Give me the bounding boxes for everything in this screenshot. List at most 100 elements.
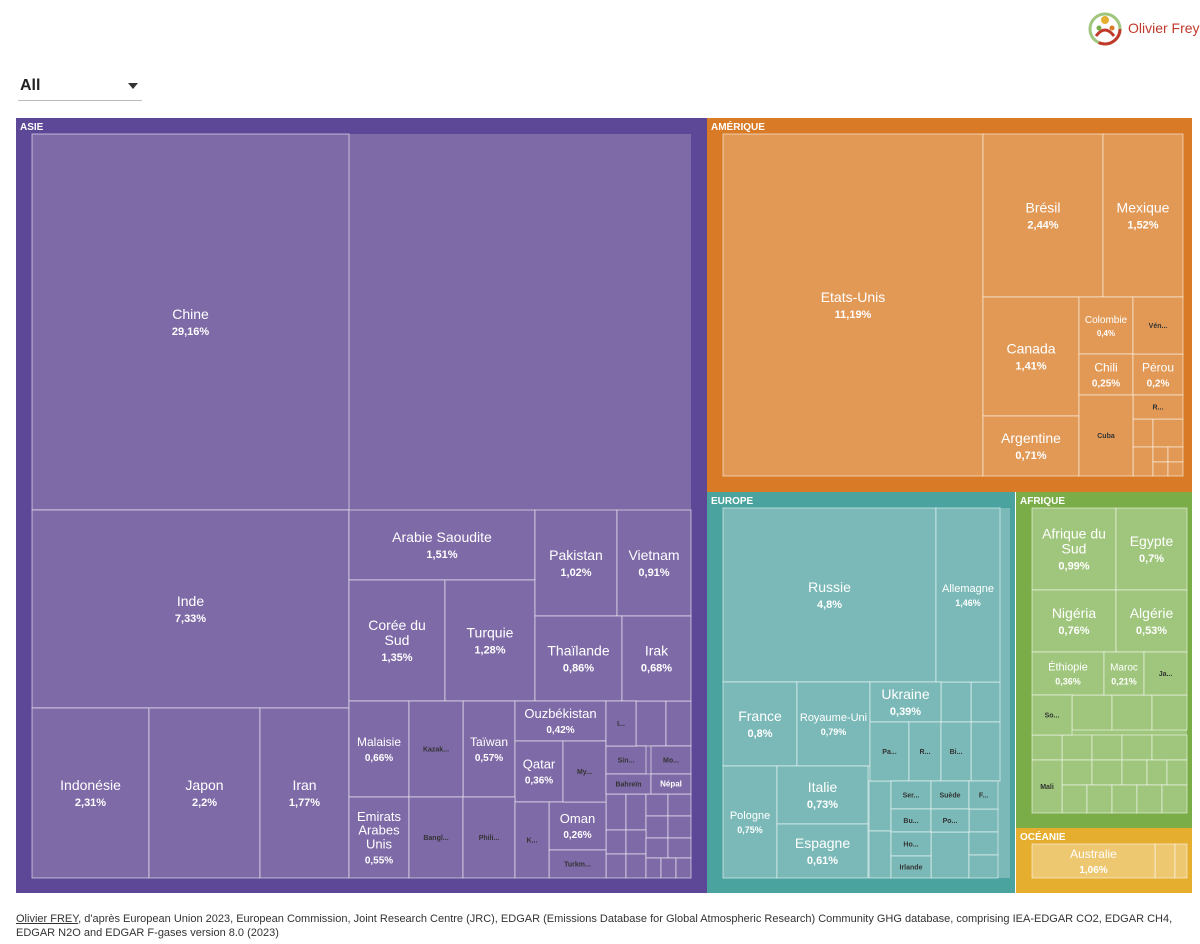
tile-mexique[interactable]: Mexique 1,52%: [1102, 133, 1184, 298]
tile-turkm[interactable]: Turkm...: [548, 849, 607, 879]
tile-arabie-saoudite[interactable]: Arabie Saoudite 1,51%: [348, 509, 536, 581]
small-country-tile[interactable]: [940, 681, 972, 723]
small-country-tile[interactable]: [868, 830, 892, 879]
small-country-tile[interactable]: [1132, 446, 1154, 477]
tile-my[interactable]: My...: [562, 740, 607, 803]
small-country-tile[interactable]: [1071, 694, 1113, 731]
tile-pologne[interactable]: Pologne 0,75%: [722, 765, 778, 879]
tile-inde[interactable]: Inde 7,33%: [31, 509, 350, 709]
small-country-tile[interactable]: [635, 700, 667, 747]
tile-maroc[interactable]: Maroc 0,21%: [1103, 651, 1145, 696]
tile-royaume-uni[interactable]: Royaume-Uni 0,79%: [796, 681, 871, 767]
small-country-tile[interactable]: [1132, 418, 1154, 448]
tile-vietnam[interactable]: Vietnam 0,91%: [616, 509, 692, 617]
tile-chili[interactable]: Chili 0,25%: [1078, 353, 1134, 396]
small-country-tile[interactable]: [968, 808, 999, 833]
tile-nigeria[interactable]: Nigéria 0,76%: [1031, 589, 1117, 653]
tile-mali[interactable]: Mali: [1031, 759, 1063, 814]
small-country-tile[interactable]: [970, 721, 1001, 782]
tile-afrique-du-sud[interactable]: Afrique du Sud 0,99%: [1031, 507, 1117, 591]
tile-nepal[interactable]: Népal: [650, 773, 692, 795]
small-country-tile[interactable]: [868, 780, 892, 832]
tile-thailande[interactable]: Thaïlande 0,86%: [534, 615, 623, 702]
tile-bresil[interactable]: Brésil 2,44%: [982, 133, 1104, 298]
small-country-tile[interactable]: [970, 681, 1001, 723]
small-country-tile[interactable]: [1091, 734, 1123, 761]
small-country-tile[interactable]: [1091, 759, 1123, 786]
tile-so[interactable]: So...: [1031, 694, 1073, 736]
tile-cuba[interactable]: Cuba: [1078, 394, 1134, 477]
small-country-tile[interactable]: [1151, 734, 1188, 761]
small-country-tile[interactable]: [1136, 784, 1163, 814]
tile-bu[interactable]: Bu...: [890, 808, 932, 833]
small-country-tile[interactable]: [675, 857, 692, 879]
tile-bi[interactable]: Bi...: [940, 721, 972, 782]
author-link[interactable]: Olivier FREY: [16, 913, 79, 925]
small-country-tile[interactable]: [1152, 446, 1169, 463]
tile-irak[interactable]: Irak 0,68%: [621, 615, 692, 702]
tile-chine[interactable]: Chine 29,16%: [31, 133, 350, 511]
small-country-tile[interactable]: [667, 815, 692, 839]
tile-r[interactable]: R...: [908, 721, 942, 782]
small-country-tile[interactable]: [625, 829, 647, 855]
small-country-tile[interactable]: [968, 854, 999, 879]
small-country-tile[interactable]: [1161, 784, 1188, 814]
small-country-tile[interactable]: [645, 857, 662, 879]
small-country-tile[interactable]: [1086, 784, 1113, 814]
small-country-tile[interactable]: [1121, 759, 1148, 786]
tile-turquie[interactable]: Turquie 1,28%: [444, 579, 536, 702]
tile-canada[interactable]: Canada 1,41%: [982, 296, 1080, 417]
small-country-tile[interactable]: [645, 837, 669, 859]
small-country-tile[interactable]: [667, 837, 692, 859]
small-country-tile[interactable]: [667, 793, 692, 817]
tile-kazak[interactable]: Kazak...: [408, 700, 464, 798]
small-country-tile[interactable]: [968, 831, 999, 856]
tile-i[interactable]: I...: [605, 700, 637, 747]
small-country-tile[interactable]: [1031, 734, 1063, 761]
small-country-tile[interactable]: [1146, 759, 1168, 786]
small-country-tile[interactable]: [605, 829, 627, 855]
tile-colombie[interactable]: Colombie 0,4%: [1078, 296, 1134, 355]
small-country-tile[interactable]: [1152, 418, 1184, 448]
tile-po[interactable]: Po...: [930, 808, 970, 833]
tile-argentine[interactable]: Argentine 0,71%: [982, 415, 1080, 477]
small-country-tile[interactable]: [605, 853, 627, 879]
small-country-tile[interactable]: [1111, 784, 1138, 814]
tile-ethiopie[interactable]: Éthiopie 0,36%: [1031, 651, 1105, 696]
tile-etats-unis[interactable]: Etats-Unis 11,19%: [722, 133, 984, 477]
small-country-tile[interactable]: [1061, 759, 1093, 786]
tile-k[interactable]: K...: [514, 801, 550, 879]
small-country-tile[interactable]: [625, 793, 647, 831]
tile-ho[interactable]: Ho...: [890, 831, 932, 857]
small-country-tile[interactable]: [1174, 843, 1188, 879]
tile-allemagne[interactable]: Allemagne 1,46%: [935, 507, 1001, 683]
small-country-tile[interactable]: [1167, 446, 1184, 463]
tile-france[interactable]: France 0,8%: [722, 681, 798, 767]
tile-qatar[interactable]: Qatar 0,36%: [514, 740, 564, 803]
tile-r[interactable]: R...: [1132, 394, 1184, 420]
small-country-tile[interactable]: [1061, 784, 1088, 814]
tile-ven[interactable]: Vén...: [1132, 296, 1184, 355]
tile-irlande[interactable]: Irlande: [890, 855, 932, 879]
small-country-tile[interactable]: [1154, 843, 1176, 879]
tile-mo[interactable]: Mo...: [650, 745, 692, 775]
tile-ukraine[interactable]: Ukraine 0,39%: [869, 681, 942, 723]
tile-f[interactable]: F...: [968, 780, 999, 810]
tile-sin[interactable]: Sin...: [605, 745, 647, 775]
small-country-tile[interactable]: [1167, 461, 1184, 477]
tile-pa[interactable]: Pa...: [869, 721, 910, 782]
small-country-tile[interactable]: [665, 700, 692, 747]
tile-italie[interactable]: Italie 0,73%: [776, 765, 869, 825]
small-country-tile[interactable]: [645, 793, 669, 817]
small-country-tile[interactable]: [1151, 694, 1188, 731]
tile-malaisie[interactable]: Malaisie 0,66%: [348, 700, 410, 798]
tile-algerie[interactable]: Algérie 0,53%: [1115, 589, 1188, 653]
tile-phili[interactable]: Phili...: [462, 796, 516, 879]
tile-suede[interactable]: Suède: [930, 780, 970, 810]
tile-espagne[interactable]: Espagne 0,61%: [776, 823, 869, 879]
small-country-tile[interactable]: [1061, 734, 1093, 761]
tile-australie[interactable]: Australie 1,06%: [1031, 843, 1156, 879]
tile-indonesie[interactable]: Indonésie 2,31%: [31, 707, 150, 879]
tile-ja[interactable]: Ja...: [1143, 651, 1188, 696]
tile-pakistan[interactable]: Pakistan 1,02%: [534, 509, 618, 617]
